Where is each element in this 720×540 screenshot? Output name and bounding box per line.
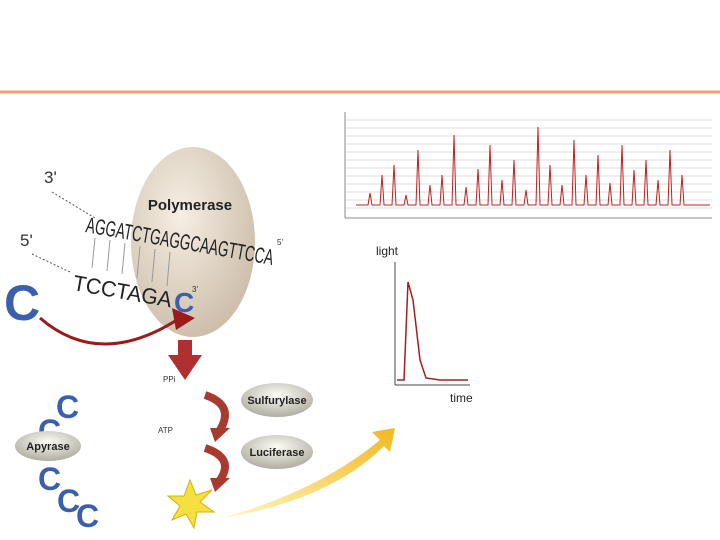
added-base: C	[174, 287, 194, 318]
apyrase-base: C	[56, 389, 79, 425]
bottom-sequence-end: 3'	[192, 285, 198, 294]
bottom-end: 5'	[20, 231, 33, 250]
sulfurylase-pill	[241, 383, 313, 417]
top-sequence-end: 5'	[277, 238, 283, 247]
apyrase-label: Apyrase	[26, 441, 69, 453]
luciferase-label: Luciferase	[249, 447, 304, 459]
strand-lead	[51, 191, 96, 219]
incoming-base: C	[4, 275, 40, 331]
polymerase-label: Polymerase	[148, 197, 232, 214]
ppi-label: PPi	[163, 375, 176, 384]
apyrase-base: C	[38, 461, 61, 497]
sulfurylase-label: Sulfurylase	[247, 395, 306, 407]
arrow	[39, 316, 181, 346]
atp-label: ATP	[158, 426, 173, 435]
arrowhead	[172, 308, 195, 330]
light-trace	[397, 281, 468, 381]
apyrase-pill	[15, 431, 81, 461]
curved-arrow	[203, 444, 229, 483]
pyrogram	[344, 112, 712, 219]
luciferase-pill	[241, 435, 313, 469]
time-axis-label: time	[450, 391, 473, 405]
base-pairs	[91, 237, 171, 287]
light-arrow	[222, 428, 395, 518]
strand-lead	[31, 253, 71, 273]
down-arrow	[168, 340, 202, 380]
light-axis-label: light	[376, 244, 399, 258]
light-burst	[166, 478, 216, 530]
apyrase-base: C	[57, 483, 80, 519]
arrowhead	[210, 478, 230, 492]
top-end: 3'	[44, 168, 57, 187]
curved-arrow	[203, 391, 229, 433]
arrowhead	[210, 428, 230, 442]
apyrase-base: C	[76, 498, 99, 534]
polymerase-blob	[131, 147, 255, 337]
